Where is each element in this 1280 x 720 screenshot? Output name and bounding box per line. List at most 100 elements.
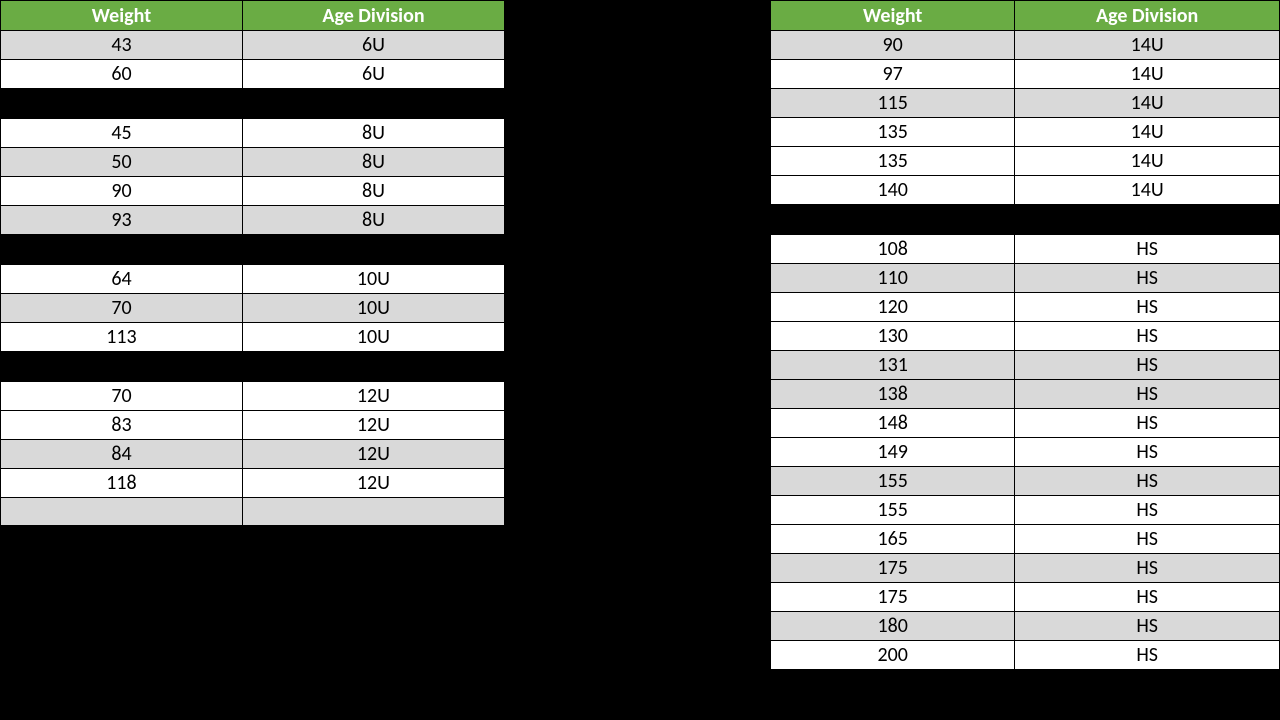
weight-cell: 130 [771,322,1015,351]
age-cell: 8U [242,206,504,235]
left-header-weight: Weight [1,1,243,31]
age-cell: HS [1015,351,1280,380]
right-header-age: Age Division [1015,1,1280,31]
weight-cell: 118 [1,469,243,498]
table-row: 7012U [1,382,505,411]
weight-cell: 175 [771,583,1015,612]
weight-cell [1,498,243,526]
weight-cell: 93 [1,206,243,235]
weight-cell: 97 [771,60,1015,89]
weight-cell: 120 [771,293,1015,322]
table-row: 120HS [771,293,1280,322]
weight-cell: 113 [1,323,243,352]
table-row: 110HS [771,264,1280,293]
table-row: 165HS [771,525,1280,554]
right-header-weight: Weight [771,1,1015,31]
left-table-body: 436U 606U 458U 508U 908U 938U 6410U 7010… [1,31,505,526]
table-row: 436U [1,31,505,60]
age-cell: HS [1015,641,1280,670]
right-weight-table: Weight Age Division 9014U 9714U 11514U 1… [770,0,1280,670]
age-cell: 14U [1015,60,1280,89]
age-cell: HS [1015,554,1280,583]
weight-cell: 138 [771,380,1015,409]
age-cell: HS [1015,496,1280,525]
table-row: 458U [1,119,505,148]
right-table-container: Weight Age Division 9014U 9714U 11514U 1… [770,0,1280,670]
right-header-row: Weight Age Division [771,1,1280,31]
table-row: 148HS [771,409,1280,438]
table-row: 11812U [1,469,505,498]
age-cell: HS [1015,322,1280,351]
table-row: 138HS [771,380,1280,409]
age-cell: HS [1015,380,1280,409]
weight-cell: 83 [1,411,243,440]
age-cell: HS [1015,583,1280,612]
age-cell: 14U [1015,118,1280,147]
age-cell: HS [1015,293,1280,322]
table-row: 508U [1,148,505,177]
weight-cell: 115 [771,89,1015,118]
table-row: 13514U [771,118,1280,147]
age-cell: HS [1015,525,1280,554]
table-row: 131HS [771,351,1280,380]
right-table-body: 9014U 9714U 11514U 13514U 13514U 14014U … [771,31,1280,670]
weight-cell: 149 [771,438,1015,467]
weight-cell: 155 [771,496,1015,525]
table-row [1,498,505,526]
table-row: 175HS [771,583,1280,612]
table-row: 149HS [771,438,1280,467]
age-cell: 8U [242,177,504,206]
weight-cell: 155 [771,467,1015,496]
table-row: 11514U [771,89,1280,118]
age-cell: 10U [242,323,504,352]
table-row: 108HS [771,235,1280,264]
weight-cell: 165 [771,525,1015,554]
age-cell: 14U [1015,176,1280,205]
weight-cell: 148 [771,409,1015,438]
age-cell [242,498,504,526]
table-row: 9714U [771,60,1280,89]
age-cell: 10U [242,294,504,323]
age-cell: 6U [242,60,504,89]
gap-row [771,205,1280,235]
age-cell: HS [1015,438,1280,467]
weight-cell: 110 [771,264,1015,293]
weight-cell: 135 [771,118,1015,147]
weight-cell: 45 [1,119,243,148]
weight-cell: 43 [1,31,243,60]
age-cell: 6U [242,31,504,60]
age-cell: HS [1015,235,1280,264]
age-cell: HS [1015,264,1280,293]
table-row: 908U [1,177,505,206]
left-table-container: Weight Age Division 436U 606U 458U 508U … [0,0,505,526]
age-cell: 12U [242,411,504,440]
table-row: 200HS [771,641,1280,670]
weight-cell: 90 [771,31,1015,60]
table-row: 155HS [771,467,1280,496]
table-row: 8312U [1,411,505,440]
weight-cell: 90 [1,177,243,206]
weight-cell: 135 [771,147,1015,176]
table-row: 130HS [771,322,1280,351]
weight-cell: 84 [1,440,243,469]
gap-row [1,235,505,265]
age-cell: 8U [242,148,504,177]
age-cell: 14U [1015,89,1280,118]
table-row: 14014U [771,176,1280,205]
age-cell: HS [1015,612,1280,641]
weight-cell: 180 [771,612,1015,641]
left-weight-table: Weight Age Division 436U 606U 458U 508U … [0,0,505,526]
table-row: 9014U [771,31,1280,60]
left-header-age: Age Division [242,1,504,31]
table-row: 180HS [771,612,1280,641]
left-header-row: Weight Age Division [1,1,505,31]
gap-row [1,352,505,382]
age-cell: 10U [242,265,504,294]
table-row: 175HS [771,554,1280,583]
table-row: 8412U [1,440,505,469]
weight-cell: 64 [1,265,243,294]
age-cell: 14U [1015,147,1280,176]
age-cell: 12U [242,440,504,469]
age-cell: 12U [242,382,504,411]
table-row: 606U [1,60,505,89]
